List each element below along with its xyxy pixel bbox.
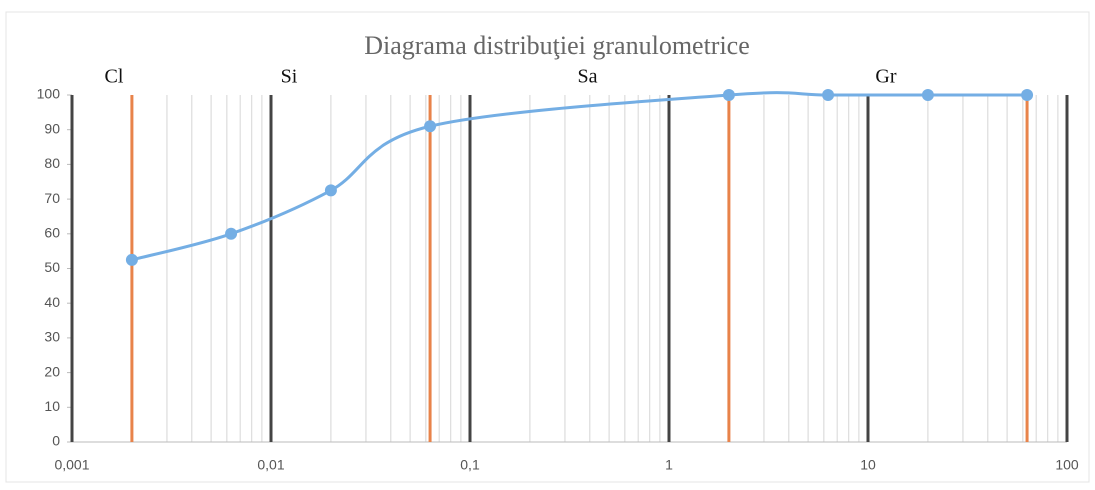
- y-tick-label: 70: [44, 190, 60, 206]
- data-point: [722, 89, 735, 101]
- data-point: [125, 253, 138, 266]
- y-tick-label: 50: [44, 259, 60, 275]
- data-point: [1021, 89, 1034, 101]
- y-tick-label: 90: [44, 120, 60, 136]
- y-tick-label: 40: [44, 294, 60, 310]
- zone-label: Gr: [875, 66, 896, 88]
- x-tick-label: 100: [1055, 457, 1079, 473]
- y-tick-label: 30: [44, 329, 60, 345]
- zone-label: Cl: [104, 66, 123, 88]
- data-point: [921, 89, 934, 101]
- chart-title: Diagrama distribuţiei granulometrice: [364, 31, 750, 60]
- y-tick-label: 0: [52, 433, 60, 449]
- series-line: [131, 91, 1028, 262]
- data-point: [225, 227, 238, 240]
- y-tick-label: 60: [44, 225, 60, 241]
- zone-label: Sa: [577, 66, 597, 88]
- y-tick-label: 20: [44, 363, 60, 379]
- y-tick-label: 10: [44, 398, 60, 414]
- chart-frame: [5, 11, 1090, 483]
- data-point: [324, 184, 337, 197]
- x-tick-label: 0,01: [257, 457, 284, 473]
- x-tick-label: 0,001: [54, 457, 89, 473]
- x-tick-label: 1: [665, 457, 673, 473]
- y-tick-label: 100: [37, 86, 61, 102]
- y-tick-label: 80: [44, 155, 60, 171]
- data-point: [424, 120, 437, 133]
- data-point: [822, 89, 835, 101]
- zone-label: Si: [281, 66, 298, 88]
- x-tick-label: 10: [860, 457, 876, 473]
- x-tick-label: 0,1: [460, 457, 480, 473]
